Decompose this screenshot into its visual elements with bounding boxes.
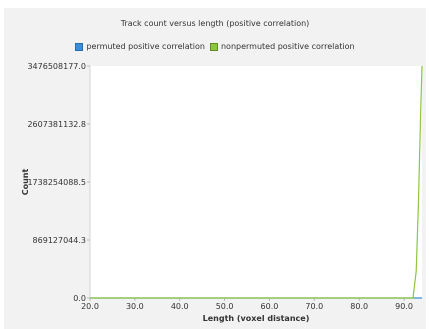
y-tick-label: 1738254088.5 [27, 178, 86, 187]
y-axis-title: Count [21, 169, 30, 196]
legend-swatch-permuted [75, 42, 84, 51]
x-tick-label: 70.0 [305, 302, 323, 311]
y-tick-label: 3476508177.0 [27, 62, 86, 71]
legend-item-nonpermuted: nonpermuted positive correlation [209, 42, 355, 51]
x-tick-label: 90.0 [395, 302, 413, 311]
x-tick-label: 20.0 [81, 302, 99, 311]
chart-frame: Track count versus length (positive corr… [4, 8, 426, 329]
x-tick-label: 50.0 [216, 302, 234, 311]
plot-area: 0.0 869127044.3 1738254088.5 2607381132.8 34… [21, 62, 423, 323]
legend-item-permuted: permuted positive correlation [75, 42, 205, 51]
x-axis-title: Length (voxel distance) [203, 314, 310, 323]
legend-label-permuted: permuted positive correlation [86, 42, 205, 51]
y-tick-label: 869127044.3 [33, 236, 86, 245]
series-line-nonpermuted [90, 65, 423, 299]
x-tick-label: 60.0 [261, 302, 279, 311]
y-tick-label: 0.0 [73, 294, 86, 303]
legend-label-nonpermuted: nonpermuted positive correlation [220, 42, 355, 51]
y-tick-label: 2607381132.8 [27, 120, 86, 129]
chart-title: Track count versus length (positive corr… [120, 19, 310, 28]
plot-background [90, 66, 422, 298]
chart-legend: permuted positive correlation nonpermute… [4, 42, 426, 51]
legend-swatch-nonpermuted [209, 42, 218, 51]
x-tick-label: 40.0 [171, 302, 189, 311]
x-tick-label: 80.0 [350, 302, 368, 311]
x-tick-label: 30.0 [126, 302, 144, 311]
